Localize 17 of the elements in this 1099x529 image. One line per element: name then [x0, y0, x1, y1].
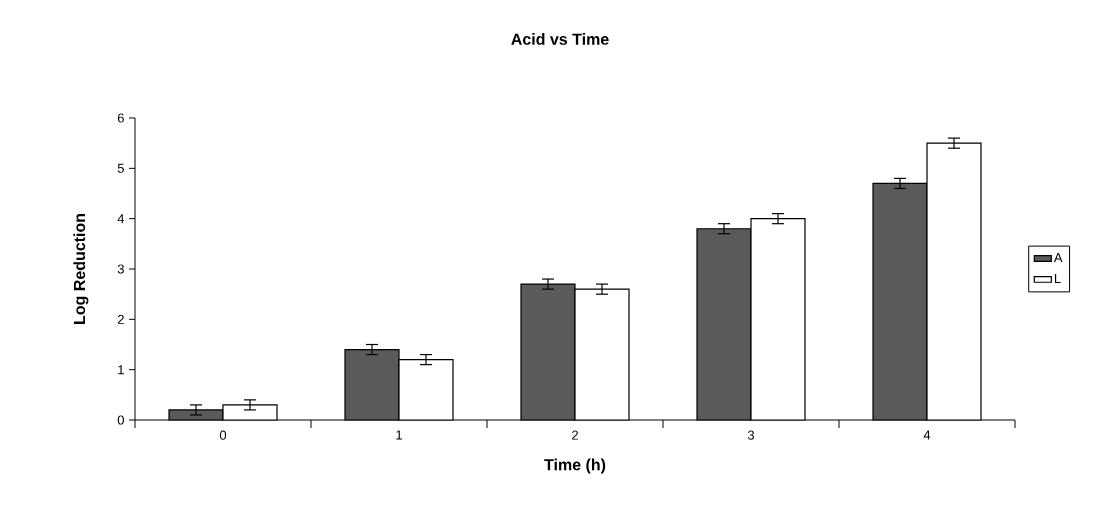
- x-axis-title: Time (h): [544, 458, 606, 474]
- x-tick-label: 2: [572, 430, 578, 440]
- x-tick-label: 1: [396, 430, 402, 440]
- legend-label: A: [1053, 253, 1063, 263]
- y-tick-label: 3: [117, 264, 124, 274]
- x-tick-label: 3: [747, 430, 755, 440]
- y-tick-label: 1: [118, 365, 124, 375]
- x-tick-label: 4: [923, 430, 931, 440]
- y-axis-title: Log Reduction: [73, 214, 89, 324]
- y-tick-label: 6: [117, 113, 124, 123]
- legend-label: L: [1054, 274, 1061, 283]
- y-tick-label: 0: [117, 415, 124, 425]
- chart-title: Acid vs Time: [511, 33, 609, 45]
- y-tick-label: 5: [117, 163, 124, 173]
- y-tick-label: 2: [117, 314, 124, 324]
- y-tick-label: 4: [117, 214, 125, 224]
- x-tick-label: 0: [219, 430, 227, 440]
